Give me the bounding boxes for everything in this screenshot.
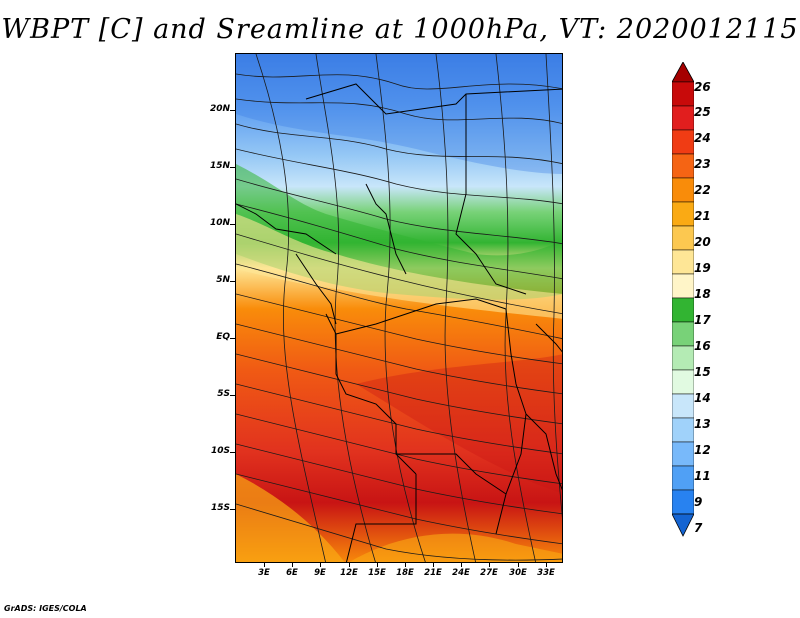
colorbar-label-11: 11 [694,469,711,483]
lat-tick [230,110,235,111]
colorbar-bottom-arrow [672,513,694,537]
southwest-warm-region [236,474,345,562]
lon-tick [264,563,265,567]
colorbar-label-21: 21 [694,209,711,223]
colorbar-segment [672,225,694,251]
lat-label-15n: 15N [209,161,230,171]
colorbar-label-12: 12 [694,443,711,457]
colorbar-segment [672,129,694,155]
colorbar-segment [672,321,694,347]
lon-label-18e: 18E [396,568,414,578]
colorbar-label-13: 13 [694,417,711,431]
colorbar-label-7: 7 [694,521,703,535]
colorbar-label-22: 22 [694,183,711,197]
lat-tick [230,338,235,339]
colorbar-segment [672,345,694,371]
colorbar-segment [672,201,694,227]
colorbar [672,62,694,537]
colorbar-label-26: 26 [694,80,711,94]
lat-tick [230,167,235,168]
colorbar-segment [672,465,694,491]
colorbar-segment [672,273,694,299]
lon-tick [320,563,321,567]
lon-label-24e: 24E [452,568,470,578]
country-borders [236,83,562,562]
lon-label-15e: 15E [368,568,386,578]
colorbar-label-18: 18 [694,287,711,301]
colorbar-segment [672,105,694,131]
lat-label-eq: EQ [216,332,230,342]
colorbar-label-16: 16 [694,339,711,353]
lat-tick [230,509,235,510]
colorbar-segment [672,153,694,179]
colorbar-label-25: 25 [694,105,711,119]
colorbar-top-arrow [672,62,694,83]
colorbar-segment [672,81,694,107]
lon-tick [433,563,434,567]
lon-label-33e: 33E [537,568,555,578]
lat-label-10s: 10S [210,446,230,456]
map-title: WBPT [C] and Sreamline at 1000hPa, VT: 2… [1,14,799,45]
lat-label-5n: 5N [216,275,230,285]
lon-label-12e: 12E [340,568,358,578]
lat-tick [230,224,235,225]
colorbar-label-19: 19 [694,261,711,275]
colorbar-segment [672,297,694,323]
lat-tick [230,281,235,282]
lon-label-21e: 21E [424,568,442,578]
lon-label-9e: 9E [314,568,326,578]
colorbar-segment [672,177,694,203]
colorbar-label-23: 23 [694,157,711,171]
lon-label-30e: 30E [509,568,527,578]
lon-tick [349,563,350,567]
wbpt-field [236,54,562,562]
south-warm-region [349,533,562,562]
lon-label-3e: 3E [258,568,270,578]
colorbar-segment [672,393,694,419]
colorbar-segment [672,441,694,467]
colorbar-label-24: 24 [694,131,711,145]
yellow-band [236,214,562,319]
colorbar-label-17: 17 [694,313,711,327]
hot-region [356,354,562,494]
grads-credit: GrADS: IGES/COLA [4,604,87,613]
lat-label-15s: 15S [210,503,230,513]
colorbar-label-15: 15 [694,365,711,379]
colorbar-label-20: 20 [694,235,711,249]
lon-label-6e: 6E [286,568,298,578]
lat-label-5s: 5S [217,389,230,399]
lon-tick [489,563,490,567]
lon-tick [292,563,293,567]
lat-label-10n: 10N [209,218,230,228]
lat-label-20n: 20N [209,104,230,114]
colorbar-label-9: 9 [694,495,703,509]
colorbar-label-14: 14 [694,391,711,405]
lat-tick [230,452,235,453]
colorbar-segment [672,249,694,275]
lat-tick [230,395,235,396]
cool-region [236,54,562,174]
colorbar-segment [672,489,694,515]
colorbar-segment [672,417,694,443]
lon-tick [461,563,462,567]
colorbar-segment [672,369,694,395]
lon-label-27e: 27E [480,568,498,578]
lon-tick [546,563,547,567]
lon-tick [518,563,519,567]
lon-tick [377,563,378,567]
lon-tick [405,563,406,567]
map-panel [235,53,563,563]
